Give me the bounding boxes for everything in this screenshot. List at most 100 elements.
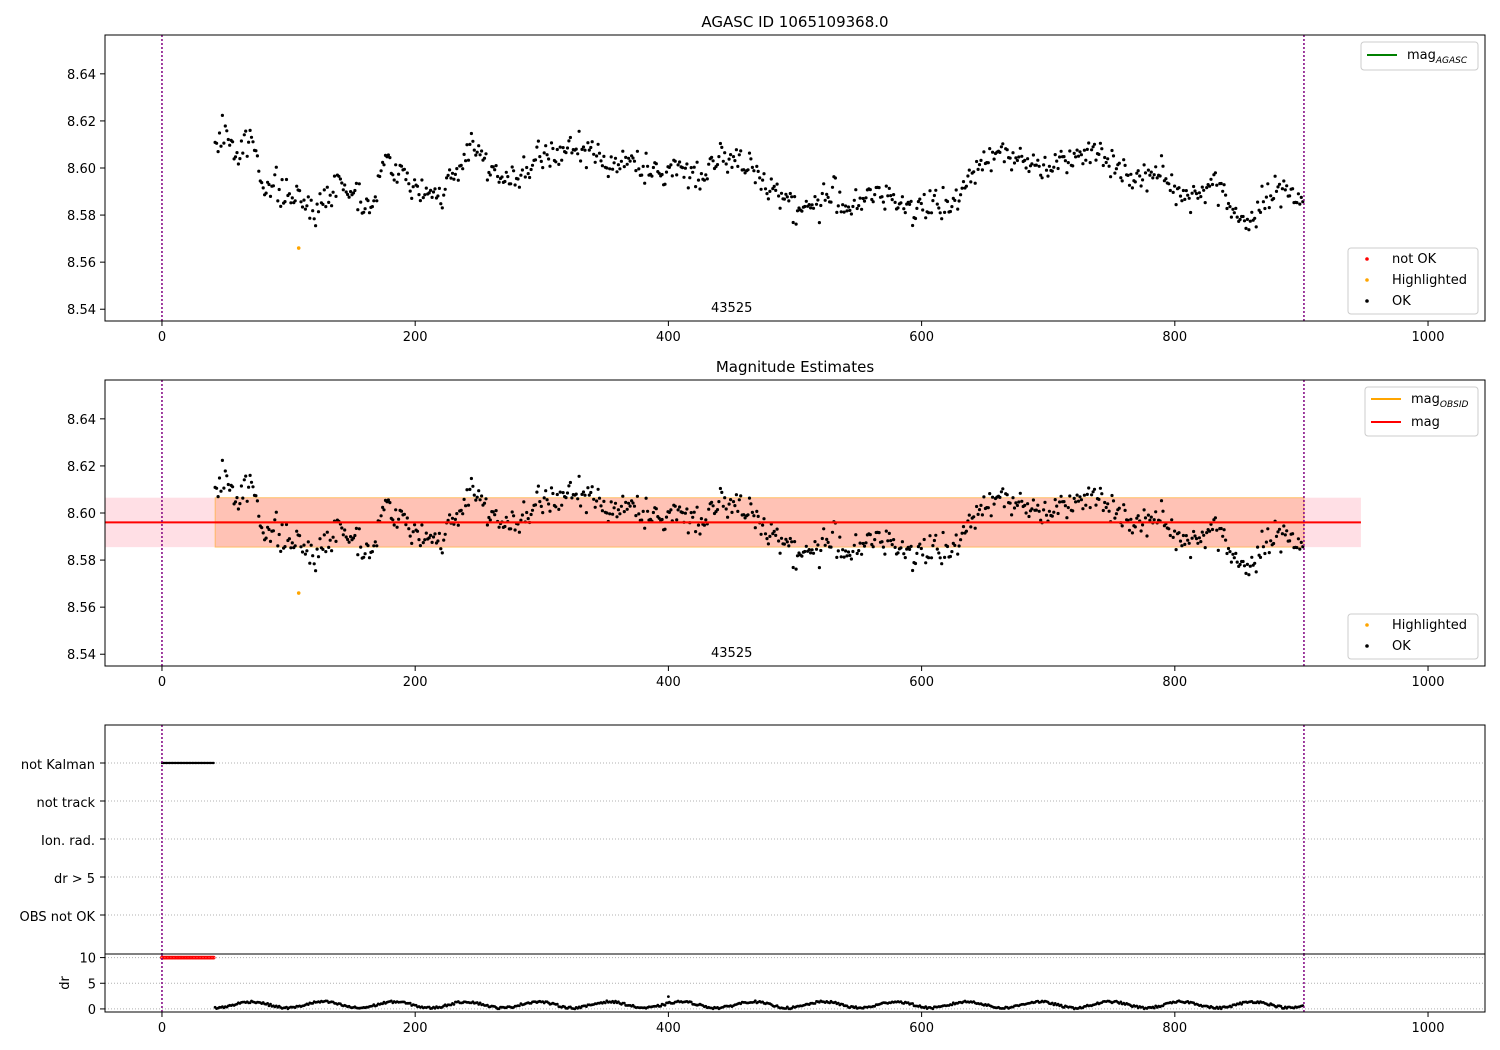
ok-point: [533, 158, 538, 162]
ok-point: [852, 198, 856, 202]
ok-point: [772, 184, 776, 188]
ok-point: [692, 165, 696, 169]
ok-point: [809, 551, 813, 555]
ok-point: [839, 555, 843, 559]
ok-point: [1221, 189, 1225, 193]
ok-point: [354, 181, 358, 185]
ok-point: [1145, 189, 1149, 193]
ok-point: [747, 496, 752, 500]
ok-point: [902, 207, 906, 211]
ok-point: [1114, 167, 1118, 171]
ok-point: [1012, 506, 1017, 510]
ok-point: [1143, 516, 1148, 520]
ok-point: [739, 149, 743, 153]
ok-point: [1267, 206, 1271, 210]
ok-point: [1155, 176, 1159, 180]
ok-point: [627, 501, 631, 505]
ok-point: [217, 476, 222, 480]
ok-point: [1020, 154, 1024, 158]
agasc-title: AGASC ID 1065109368.0: [701, 13, 888, 31]
ok-point: [1142, 508, 1146, 512]
ok-point: [1177, 186, 1181, 190]
ok-point: [774, 533, 778, 538]
ok-point: [353, 533, 357, 538]
ok-point: [596, 142, 600, 146]
ok-point: [504, 515, 508, 519]
ok-point: [819, 203, 823, 208]
ok-point: [631, 501, 635, 505]
ok-point: [791, 565, 795, 570]
ok-point: [1107, 509, 1111, 513]
ok-point: [1219, 181, 1223, 186]
ok-point: [723, 151, 727, 155]
obsid-legend-label: mag: [1411, 392, 1440, 407]
ok-point: [1234, 551, 1238, 556]
ok-point: [338, 177, 342, 181]
ok-point: [225, 129, 229, 133]
ok-point: [1127, 183, 1132, 187]
ok-point: [372, 199, 376, 203]
ok-point: [873, 538, 877, 542]
ok-point: [1295, 201, 1299, 205]
ok-point: [1276, 530, 1280, 534]
dr-point: [478, 1001, 482, 1005]
ok-point: [811, 206, 816, 210]
ok-point: [669, 508, 673, 512]
ok-point: [913, 216, 918, 221]
ok-point: [941, 530, 945, 535]
ok-point: [1283, 533, 1287, 537]
dr-point: [408, 1001, 412, 1005]
ok-point: [1097, 152, 1101, 156]
ok-point: [443, 532, 447, 536]
ok-point: [803, 204, 807, 209]
ok-point: [1216, 548, 1220, 553]
ok-point: [860, 552, 864, 556]
ok-point: [478, 498, 482, 502]
ok-point: [1123, 508, 1127, 512]
ok-point: [689, 166, 693, 170]
ok-point: [595, 154, 599, 158]
ok-point: [1014, 501, 1018, 505]
ok-point: [255, 154, 259, 158]
ok-point: [868, 188, 872, 192]
ok-point: [1063, 504, 1067, 508]
ok-point: [215, 141, 219, 145]
ok-point: [513, 183, 517, 187]
ok-point: [497, 525, 501, 529]
ok-point: [676, 508, 680, 512]
ok-point: [1231, 552, 1235, 556]
ok-point: [1247, 228, 1251, 232]
ok-point: [1273, 174, 1277, 178]
ok-point: [471, 484, 475, 488]
ok-point: [973, 181, 977, 185]
ok-point: [857, 204, 861, 208]
ok-point: [727, 157, 731, 161]
ok-point: [273, 173, 277, 177]
ok-point: [391, 173, 395, 177]
ok-point: [522, 155, 526, 159]
ok-point: [1209, 177, 1213, 181]
ok-point: [643, 181, 647, 185]
ok-point: [851, 549, 855, 554]
ok-point: [682, 175, 686, 179]
ok-point: [1106, 157, 1110, 161]
ok-point: [755, 509, 759, 513]
ok-point: [558, 490, 562, 494]
ok-point: [1043, 500, 1047, 504]
ok-point: [619, 504, 624, 508]
ok-point: [619, 159, 624, 163]
ok-point: [241, 496, 245, 500]
ok-point: [535, 145, 539, 149]
svg-text:magAGASC: magAGASC: [1407, 48, 1468, 66]
ok-point: [542, 496, 546, 500]
ok-point: [1242, 564, 1247, 568]
ok-point: [779, 536, 784, 540]
ok-point: [1197, 191, 1201, 195]
ok-point: [593, 505, 597, 509]
ok-point: [560, 158, 564, 162]
ok-point: [474, 153, 478, 157]
ok-point: [353, 188, 357, 193]
ok-point: [431, 535, 436, 539]
dr-point: [555, 1002, 559, 1006]
ok-point: [1229, 215, 1233, 219]
